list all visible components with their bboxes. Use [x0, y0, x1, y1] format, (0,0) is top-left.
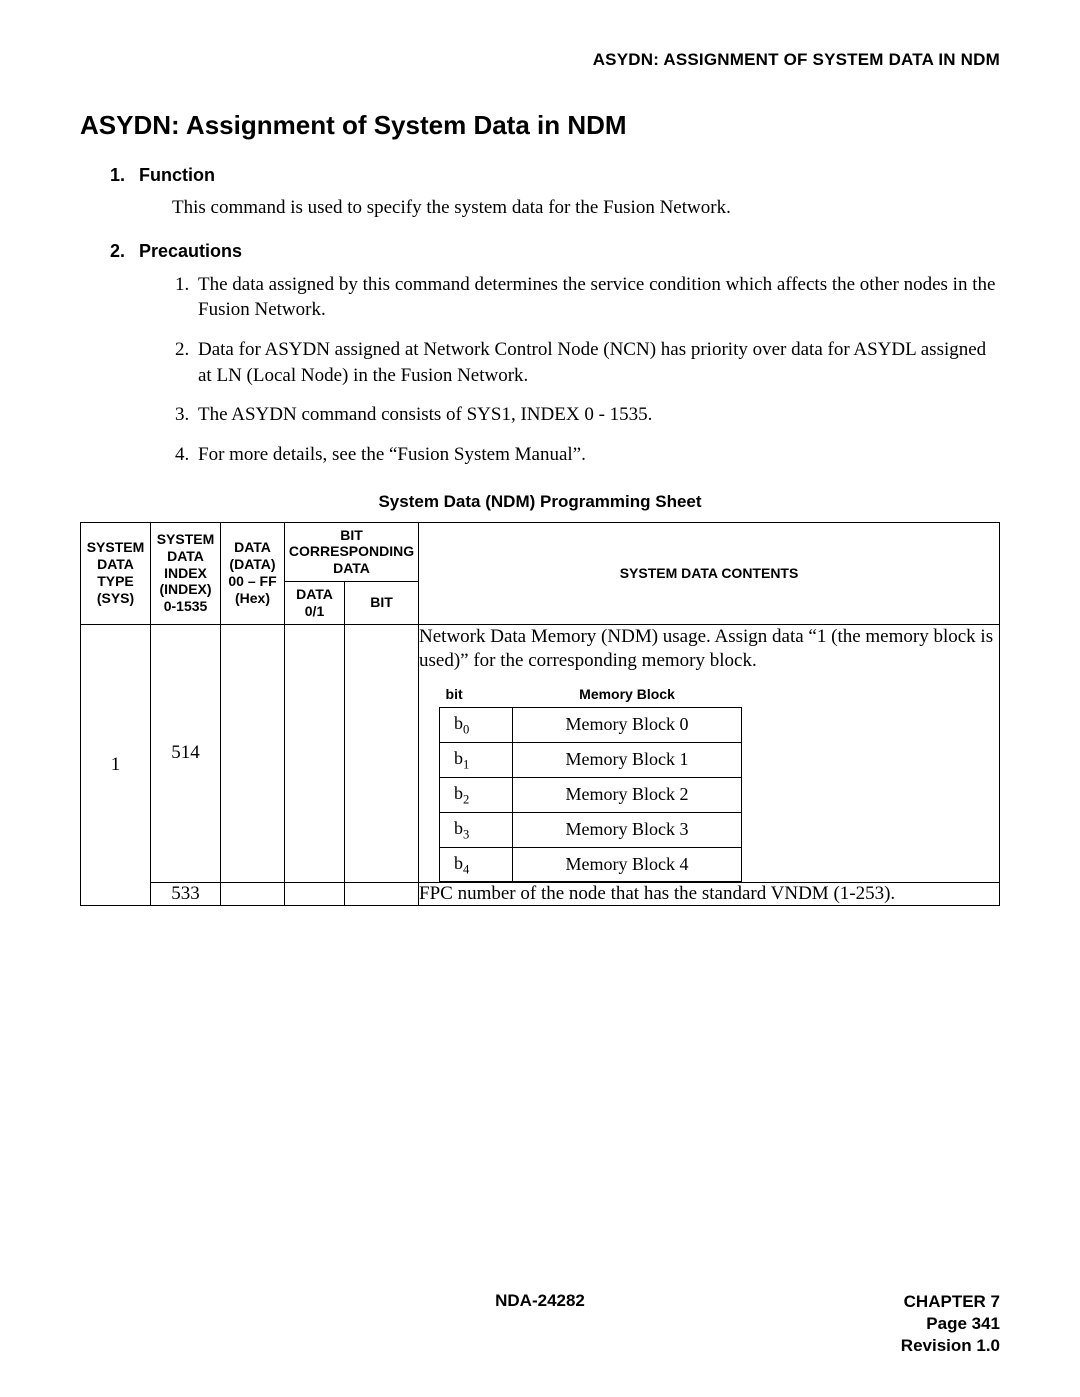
page-footer: NDA-24282 CHAPTER 7 Page 341 Revision 1.… [80, 1291, 1000, 1357]
inner-row: b0 Memory Block 0 [440, 707, 742, 742]
inner-bit: b3 [440, 812, 513, 847]
precaution-item: Data for ASYDN assigned at Network Contr… [194, 337, 1000, 388]
page-header: ASYDN: ASSIGNMENT OF SYSTEM DATA IN NDM [80, 50, 1000, 70]
inner-th-bit: bit [440, 684, 513, 707]
inner-mb: Memory Block 1 [513, 742, 742, 777]
cell-sys: 1 [81, 624, 151, 906]
th-sys: SYSTEMDATATYPE(SYS) [81, 522, 151, 624]
inner-row: b1 Memory Block 1 [440, 742, 742, 777]
section-number: 2. [110, 241, 125, 262]
th-bitgroup: BITCORRESPONDINGDATA [285, 522, 419, 581]
function-text: This command is used to specify the syst… [172, 196, 1000, 221]
content-intro: Network Data Memory (NDM) usage. Assign … [419, 625, 999, 674]
precaution-item: The data assigned by this command determ… [194, 272, 1000, 323]
th-contents: SYSTEM DATA CONTENTS [419, 522, 1000, 624]
section-heading: Precautions [139, 241, 242, 262]
inner-row: b2 Memory Block 2 [440, 777, 742, 812]
cell-bit [345, 883, 419, 906]
cell-data [221, 883, 285, 906]
section-heading: Function [139, 165, 215, 186]
inner-table-wrap: bit Memory Block b0 Memory Block 0 b1 Me… [419, 684, 999, 883]
inner-row: b4 Memory Block 4 [440, 847, 742, 882]
precaution-item: The ASYDN command consists of SYS1, INDE… [194, 402, 1000, 428]
inner-mb: Memory Block 4 [513, 847, 742, 882]
section-function: 1. Function This command is used to spec… [110, 165, 1000, 221]
document-page: ASYDN: ASSIGNMENT OF SYSTEM DATA IN NDM … [0, 0, 1080, 1397]
inner-mb: Memory Block 0 [513, 707, 742, 742]
section-precautions: 2. Precautions The data assigned by this… [110, 241, 1000, 468]
table-head: SYSTEMDATATYPE(SYS) SYSTEMDATAINDEX(INDE… [81, 522, 1000, 624]
footer-revision: Revision 1.0 [693, 1335, 1000, 1357]
footer-center: NDA-24282 [387, 1291, 694, 1311]
cell-contents: FPC number of the node that has the stan… [419, 883, 1000, 906]
inner-bit: b0 [440, 707, 513, 742]
th-data: DATA(DATA)00 – FF(Hex) [221, 522, 285, 624]
inner-bit: b1 [440, 742, 513, 777]
footer-page: Page 341 [693, 1313, 1000, 1335]
cell-data [221, 624, 285, 883]
th-index: SYSTEMDATAINDEX(INDEX)0-1535 [151, 522, 221, 624]
footer-chapter: CHAPTER 7 [693, 1291, 1000, 1313]
footer-right: CHAPTER 7 Page 341 Revision 1.0 [693, 1291, 1000, 1357]
programming-table: SYSTEMDATATYPE(SYS) SYSTEMDATAINDEX(INDE… [80, 522, 1000, 907]
table-row: 533 FPC number of the node that has the … [81, 883, 1000, 906]
th-data01: DATA0/1 [285, 581, 345, 624]
inner-mb: Memory Block 2 [513, 777, 742, 812]
section-number: 1. [110, 165, 125, 186]
cell-index: 514 [151, 624, 221, 883]
cell-data01 [285, 883, 345, 906]
cell-bit [345, 624, 419, 883]
precaution-item: For more details, see the “Fusion System… [194, 442, 1000, 468]
cell-data01 [285, 624, 345, 883]
inner-bit: b4 [440, 847, 513, 882]
table-body: 1 514 Network Data Memory (NDM) usage. A… [81, 624, 1000, 906]
page-title: ASYDN: Assignment of System Data in NDM [80, 110, 1000, 141]
inner-th-mb: Memory Block [513, 684, 742, 707]
table-row: 1 514 Network Data Memory (NDM) usage. A… [81, 624, 1000, 883]
table-caption: System Data (NDM) Programming Sheet [80, 492, 1000, 512]
inner-row: b3 Memory Block 3 [440, 812, 742, 847]
inner-bit: b2 [440, 777, 513, 812]
precautions-list: The data assigned by this command determ… [172, 272, 1000, 468]
cell-contents: Network Data Memory (NDM) usage. Assign … [419, 624, 1000, 883]
cell-index: 533 [151, 883, 221, 906]
inner-mb: Memory Block 3 [513, 812, 742, 847]
inner-table: bit Memory Block b0 Memory Block 0 b1 Me… [439, 684, 742, 883]
th-bit: BIT [345, 581, 419, 624]
